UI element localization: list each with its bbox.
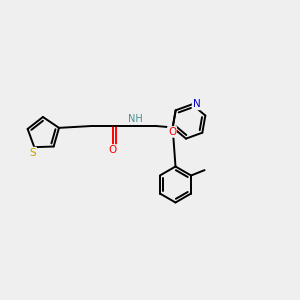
- Text: N: N: [193, 99, 200, 110]
- Text: S: S: [29, 148, 36, 158]
- Text: O: O: [168, 127, 176, 137]
- Text: NH: NH: [128, 113, 143, 124]
- Text: O: O: [108, 145, 117, 155]
